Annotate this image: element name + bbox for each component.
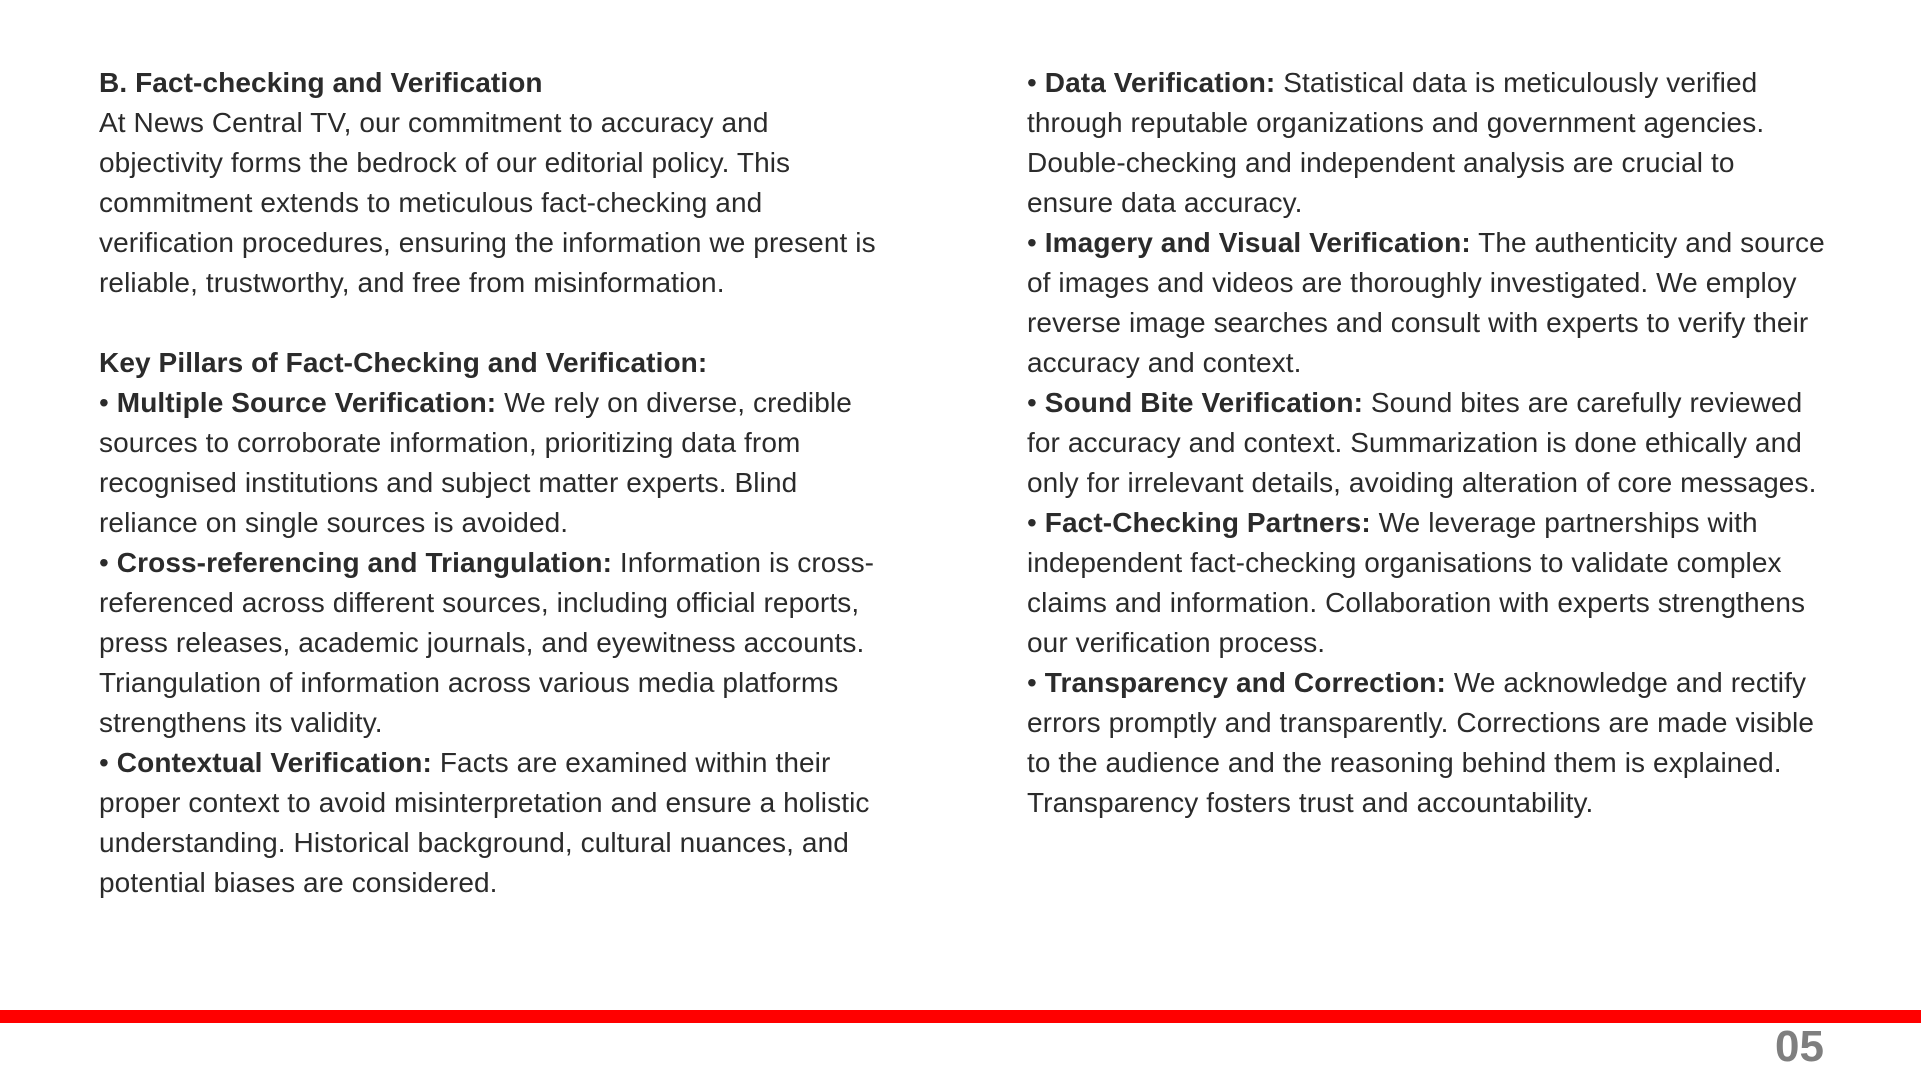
pillar-data: • Data Verification: Statistical data is…: [1027, 63, 1827, 223]
pillar-text: We leverage partnerships with independen…: [1027, 507, 1806, 658]
pillar-title: Sound Bite Verification:: [1044, 387, 1364, 418]
pillar-cross-referencing: • Cross-referencing and Triangulation: I…: [99, 543, 889, 743]
footer-accent-bar: [0, 1010, 1921, 1023]
paragraph-spacer: [99, 303, 889, 343]
bullet: •: [1027, 507, 1037, 538]
pillar-text: Statistical data is meticulously verifie…: [1027, 67, 1765, 218]
bullet: •: [1027, 667, 1037, 698]
pillar-imagery: • Imagery and Visual Verification: The a…: [1027, 223, 1827, 383]
pillar-title: Fact-Checking Partners:: [1044, 507, 1371, 538]
pillar-text: We rely on diverse, credible sources to …: [99, 387, 852, 538]
pillar-title: Multiple Source Verification:: [116, 387, 497, 418]
pillar-title: Data Verification:: [1044, 67, 1276, 98]
section-heading: B. Fact-checking and Verification: [99, 67, 543, 98]
pillar-contextual: • Contextual Verification: Facts are exa…: [99, 743, 889, 903]
bullet: •: [99, 747, 109, 778]
right-column: • Data Verification: Statistical data is…: [1027, 63, 1827, 823]
pillar-multiple-source: • Multiple Source Verification: We rely …: [99, 383, 889, 543]
pillar-partners: • Fact-Checking Partners: We leverage pa…: [1027, 503, 1827, 663]
pillars-heading: Key Pillars of Fact-Checking and Verific…: [99, 347, 708, 378]
pillar-text: Sound bites are carefully reviewed for a…: [1027, 387, 1817, 498]
pillar-text: Information is cross-referenced across d…: [99, 547, 875, 738]
pillar-title: Contextual Verification:: [116, 747, 432, 778]
left-column: B. Fact-checking and Verification At New…: [99, 63, 889, 903]
intro-paragraph: At News Central TV, our commitment to ac…: [99, 107, 876, 298]
bullet: •: [99, 387, 109, 418]
pillar-text: We acknowledge and rectify errors prompt…: [1027, 667, 1814, 818]
pillar-title: Cross-referencing and Triangulation:: [116, 547, 613, 578]
pillar-text: Facts are examined within their proper c…: [99, 747, 870, 898]
bullet: •: [1027, 227, 1037, 258]
bullet: •: [1027, 387, 1037, 418]
pillar-title: Imagery and Visual Verification:: [1044, 227, 1471, 258]
pillar-sound-bite: • Sound Bite Verification: Sound bites a…: [1027, 383, 1827, 503]
bullet: •: [99, 547, 109, 578]
page-number: 05: [1775, 1022, 1824, 1071]
pillar-title: Transparency and Correction:: [1044, 667, 1446, 698]
pillar-text: The authenticity and source of images an…: [1027, 227, 1825, 378]
bullet: •: [1027, 67, 1037, 98]
pillar-transparency: • Transparency and Correction: We acknow…: [1027, 663, 1827, 823]
